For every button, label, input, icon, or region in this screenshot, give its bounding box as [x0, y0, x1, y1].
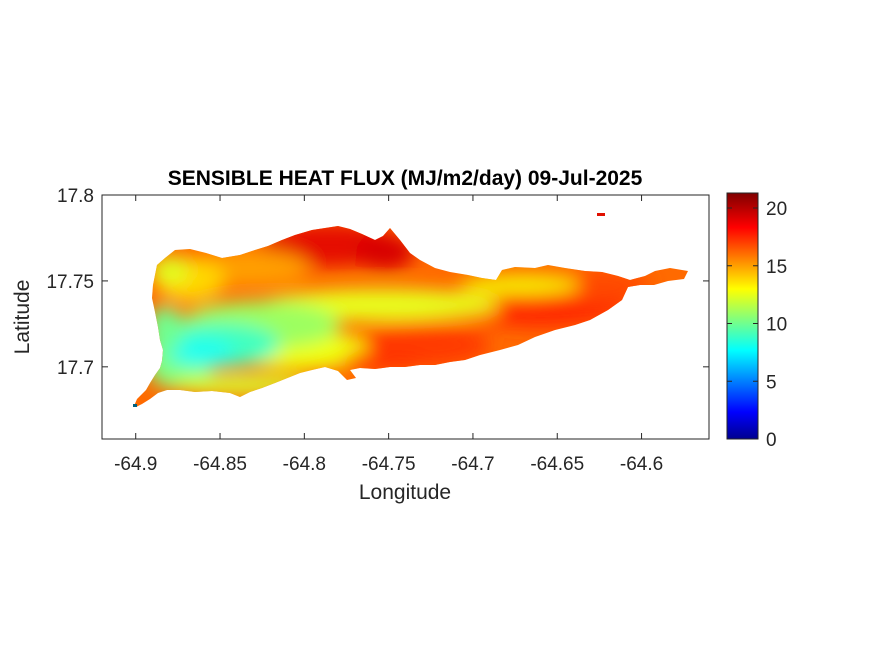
y-tick-label: 17.8 [57, 186, 94, 207]
x-tick-label: -64.9 [114, 454, 157, 475]
west-tip [133, 404, 137, 407]
y-tick-label: 17.75 [46, 272, 94, 293]
y-axis-label: Latitude [11, 280, 34, 355]
colorbar-tick-label: 5 [766, 372, 777, 393]
x-axis-ticks: -64.9 -64.85 -64.8 -64.75 -64.7 -64.65 -64.6 [114, 195, 663, 475]
x-axis-label: Longitude [359, 481, 451, 504]
y-axis-ticks: 17.8 17.75 17.7 [46, 186, 709, 379]
x-tick-label: -64.75 [362, 454, 416, 475]
colorbar-tick-label: 20 [766, 199, 787, 220]
colorbar-tick-label: 0 [766, 430, 777, 451]
colorbar-tick-label: 10 [766, 315, 787, 336]
x-tick-label: -64.8 [283, 454, 326, 475]
x-tick-label: -64.7 [451, 454, 494, 475]
x-tick-label: -64.65 [530, 454, 584, 475]
cay-islet [597, 213, 605, 216]
colorbar [726, 192, 759, 440]
y-tick-label: 17.7 [57, 358, 94, 379]
x-tick-label: -64.6 [620, 454, 663, 475]
map-title: SENSIBLE HEAT FLUX (MJ/m2/day) 09-Jul-20… [168, 167, 643, 190]
colorbar-ticks: 0 5 10 15 20 [727, 199, 787, 451]
colorbar-tick-label: 15 [766, 257, 787, 278]
x-tick-label: -64.85 [193, 454, 247, 475]
